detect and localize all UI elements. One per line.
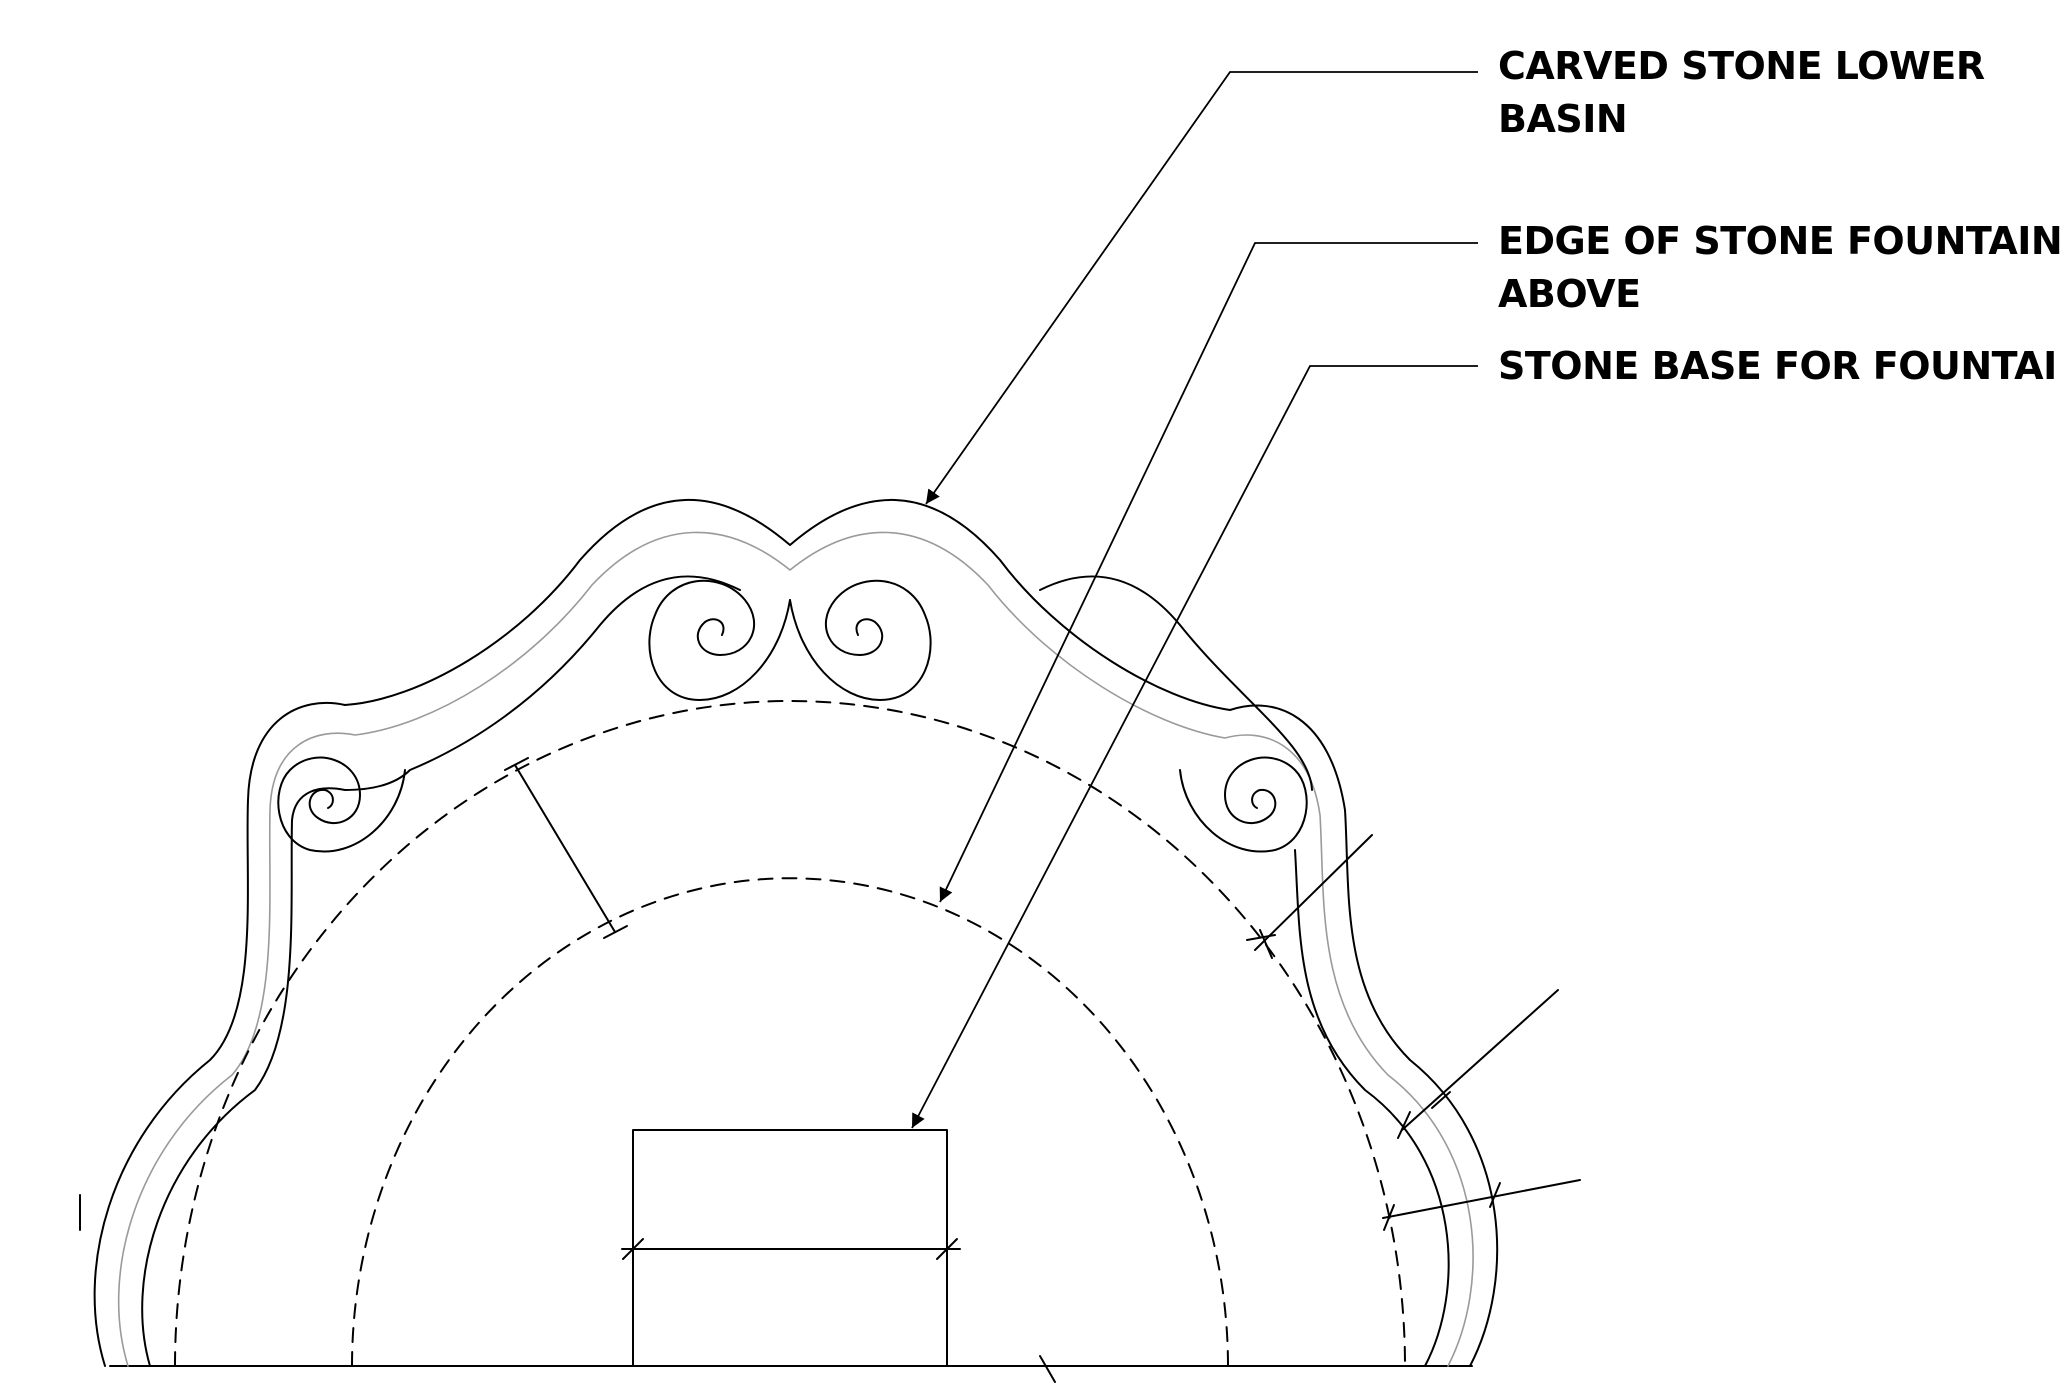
basin-rim-offset [117,531,1474,1367]
fountain-above-inner-dashed [351,877,1229,1367]
callout-edge-fountain-above: EDGE OF STONE FOUNTAIN ABOVE [1498,215,2060,321]
callout-line: ABOVE [1498,272,1641,316]
callout-line: CARVED STONE LOWER [1498,44,1985,88]
center-right-scroll [789,579,932,701]
radial-dimension-left [514,764,616,933]
dimension-right-lower [1382,1179,1581,1219]
basin-inner-edge [141,575,1450,1367]
center-left-scroll [648,579,791,701]
center-tick [1039,1355,1056,1383]
callout-line: EDGE OF STONE FOUNTAIN [1498,219,2060,263]
leader-edge-fountain-above [939,242,1478,903]
right-scroll [1179,756,1308,853]
callout-carved-stone-basin: CARVED STONE LOWER BASIN [1498,40,1985,146]
leader-carved-stone-basin [925,71,1478,505]
fountain-above-outer-dashed [174,700,1406,1367]
dimension-right-middle [1401,989,1559,1131]
leader-stone-base [911,365,1478,1129]
callout-line: STONE BASE FOR FOUNTAIN [1498,344,2060,388]
radial-dimension-right-upper [1254,834,1373,951]
callout-stone-base: STONE BASE FOR FOUNTAIN [1498,340,2060,393]
basin-outer-edge [93,498,1499,1367]
callout-line: BASIN [1498,97,1628,141]
left-scroll [277,756,406,853]
